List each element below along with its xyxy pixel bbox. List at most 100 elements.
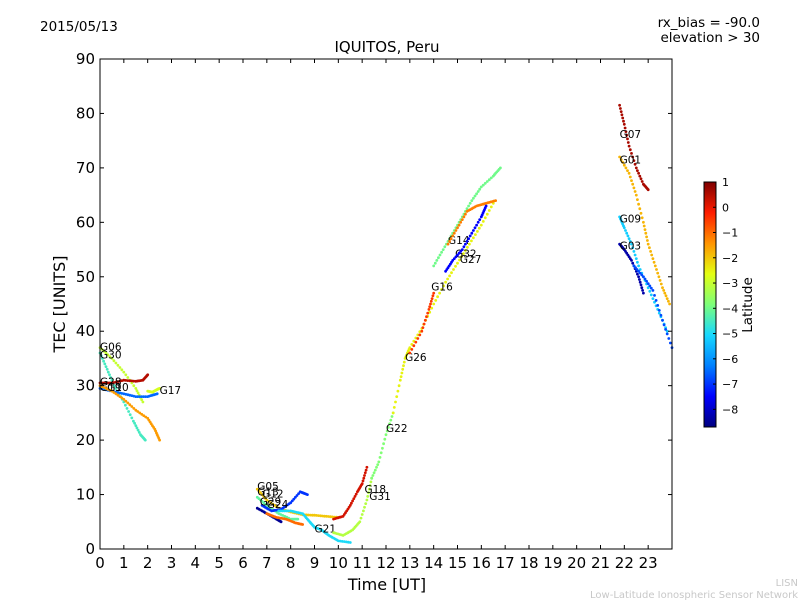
series-g16: G16 [408,281,453,355]
data-point [657,309,661,312]
data-point [636,169,639,173]
series-label-g26: G26 [405,352,427,364]
data-point [451,234,455,238]
data-point [460,248,464,252]
data-point [418,333,422,337]
data-point [422,322,426,326]
data-point [348,541,352,544]
data-point [649,250,652,253]
data-point [619,107,622,110]
series-g28: G28 [98,373,150,389]
data-point [464,242,467,246]
data-point [132,419,135,423]
data-point [128,413,132,417]
data-point [120,396,124,400]
x-tick-label: 5 [214,554,224,572]
data-point [668,302,671,306]
data-point [124,399,128,403]
data-point [155,392,159,396]
data-point [125,407,129,410]
data-point [297,492,300,495]
data-point [416,337,420,340]
data-point [479,185,483,189]
data-point [467,237,470,241]
data-point [628,240,632,243]
data-point [410,343,414,346]
data-point [473,194,477,198]
data-point [464,249,467,252]
series-g12: G12 [260,488,309,513]
data-point [412,344,416,348]
data-point [633,190,637,193]
data-point [429,302,432,306]
data-point [476,190,480,193]
data-point [426,311,430,315]
data-point [382,442,385,446]
data-point [369,480,373,484]
axes: 0 1 2 3 4 5 6 7 8 9 10 11 12 13 14 15 16 17 18 19 20 21 22 2301… [76,50,673,572]
data-point [472,196,475,200]
data-point [351,499,354,503]
data-point [438,253,442,257]
data-point [622,122,626,126]
data-point [476,220,480,224]
series-label-g29: G29 [260,496,282,508]
data-point [640,180,644,183]
data-point [448,240,451,243]
data-point [142,414,146,417]
data-point [642,291,645,295]
data-point [134,387,138,390]
data-point [114,392,118,396]
data-point [433,261,437,265]
data-point [137,431,141,434]
data-point [628,148,632,152]
data-point [104,365,108,368]
data-point [402,360,406,364]
data-point [358,520,362,524]
data-point [457,223,461,227]
colorbar-tick-label: −1 [722,227,738,240]
y-tick-label: 10 [76,486,95,504]
series-label-g09: G09 [620,213,642,225]
series-g21: G21 [277,509,352,544]
data-point [136,410,140,413]
data-point [649,286,653,290]
y-tick-label: 60 [76,213,95,231]
data-point [646,242,650,246]
data-point [368,484,372,487]
series-g03: G03 [618,241,645,295]
series-label-g22: G22 [386,423,408,435]
data-point [425,315,428,319]
data-point [108,381,112,385]
data-point [408,351,412,355]
data-point [638,280,642,284]
series-g31: G31 [332,465,391,521]
data-point [134,424,138,427]
data-point [401,367,405,371]
x-tick-label: 17 [496,554,515,572]
data-point [475,223,478,227]
data-point [287,509,291,513]
data-point [103,362,107,366]
data-point [353,495,357,498]
data-point [141,400,145,404]
data-point [465,207,469,211]
data-point [108,355,112,358]
data-point [634,193,638,197]
data-point [423,318,427,322]
data-point [429,299,433,303]
data-point [359,516,363,520]
data-point [265,504,269,507]
footer-network-name: Low-Latitude Ionospheric Sensor Network [590,590,798,600]
data-point [440,250,443,254]
colorbar-gradient [703,181,717,428]
data-point [140,398,144,402]
x-tick-label: 4 [191,554,201,572]
data-point [667,337,671,340]
data-point [468,234,472,238]
series-label-g24: G24 [267,499,289,511]
data-point [385,429,389,433]
data-point [294,495,297,499]
data-point [648,289,652,293]
data-point [279,520,283,524]
